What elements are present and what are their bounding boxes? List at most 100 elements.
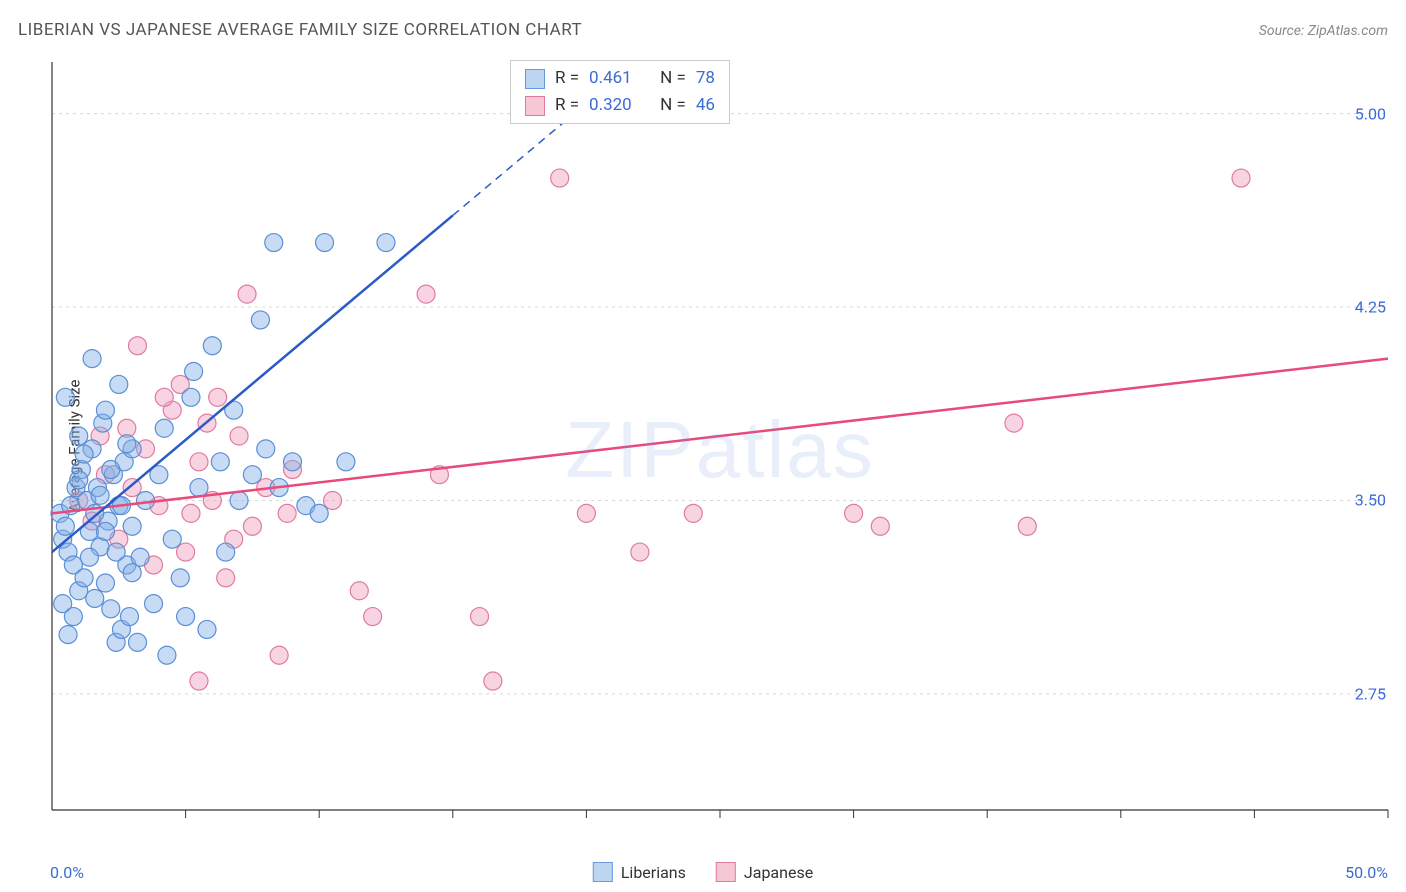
data-point (551, 169, 569, 187)
trend-line (52, 359, 1388, 514)
y-tick-label: 4.25 (1355, 298, 1386, 317)
chart-title: LIBERIAN VS JAPANESE AVERAGE FAMILY SIZE… (18, 20, 582, 40)
n-value: 46 (696, 92, 715, 119)
data-point (123, 564, 141, 582)
legend-swatch (593, 862, 613, 882)
data-point (118, 435, 136, 453)
data-point (56, 517, 74, 535)
data-point (230, 491, 248, 509)
data-point (316, 234, 334, 252)
data-point (182, 504, 200, 522)
data-point (270, 646, 288, 664)
data-point (86, 589, 104, 607)
data-point (1018, 517, 1036, 535)
data-point (123, 517, 141, 535)
data-point (185, 363, 203, 381)
data-point (238, 285, 256, 303)
legend-label: Japanese (744, 863, 813, 882)
data-point (1005, 414, 1023, 432)
data-point (278, 504, 296, 522)
data-point (83, 350, 101, 368)
data-point (56, 388, 74, 406)
data-point (190, 479, 208, 497)
data-point (484, 672, 502, 690)
data-point (123, 479, 141, 497)
series-swatch (525, 96, 545, 116)
data-point (96, 401, 114, 419)
n-value: 78 (696, 65, 715, 92)
data-point (96, 522, 114, 540)
data-point (91, 486, 109, 504)
stats-box: R = 0.461 N = 78 R = 0.320 N = 46 (510, 60, 730, 124)
data-point (177, 543, 195, 561)
data-point (243, 466, 261, 484)
data-point (203, 337, 221, 355)
data-point (129, 337, 147, 355)
r-value: 0.320 (589, 92, 632, 119)
r-label: R = (555, 65, 579, 92)
data-point (209, 388, 227, 406)
data-point (190, 453, 208, 471)
legend-swatch (716, 862, 736, 882)
data-point (871, 517, 889, 535)
chart-svg (50, 60, 1390, 840)
data-point (190, 672, 208, 690)
legend-item: Japanese (716, 862, 813, 882)
data-point (265, 234, 283, 252)
data-point (70, 427, 88, 445)
r-label: R = (555, 92, 579, 119)
data-point (102, 600, 120, 618)
n-label: N = (660, 65, 686, 92)
data-point (102, 461, 120, 479)
data-point (577, 504, 595, 522)
chart-area: ZIPatlas R =0.461 N =78R =0.320 N =46 (50, 60, 1390, 840)
y-tick-label: 3.50 (1355, 491, 1386, 510)
stats-row: R = 0.461 N = 78 (525, 65, 715, 92)
data-point (684, 504, 702, 522)
data-point (163, 530, 181, 548)
data-point (243, 517, 261, 535)
data-point (211, 453, 229, 471)
data-point (217, 543, 235, 561)
data-point (631, 543, 649, 561)
data-point (120, 608, 138, 626)
x-axis-max-label: 50.0% (1345, 863, 1388, 882)
data-point (155, 419, 173, 437)
data-point (80, 548, 98, 566)
r-value: 0.461 (589, 65, 632, 92)
data-point (158, 646, 176, 664)
n-label: N = (660, 92, 686, 119)
data-point (337, 453, 355, 471)
data-point (182, 388, 200, 406)
data-point (96, 574, 114, 592)
data-point (251, 311, 269, 329)
data-point (70, 471, 88, 489)
data-point (324, 491, 342, 509)
legend: Liberians Japanese (593, 862, 813, 882)
source-label: Source: ZipAtlas.com (1259, 23, 1388, 39)
legend-label: Liberians (621, 863, 686, 882)
data-point (364, 608, 382, 626)
data-point (471, 608, 489, 626)
data-point (377, 234, 395, 252)
data-point (75, 445, 93, 463)
series-swatch (525, 69, 545, 89)
data-point (257, 440, 275, 458)
data-point (1232, 169, 1250, 187)
data-point (310, 504, 328, 522)
legend-item: Liberians (593, 862, 686, 882)
data-point (145, 595, 163, 613)
data-point (59, 626, 77, 644)
data-point (137, 491, 155, 509)
data-point (107, 543, 125, 561)
x-axis-min-label: 0.0% (50, 863, 84, 882)
data-point (129, 633, 147, 651)
data-point (283, 453, 301, 471)
data-point (110, 375, 128, 393)
data-point (417, 285, 435, 303)
stats-row: R = 0.320 N = 46 (525, 92, 715, 119)
data-point (64, 608, 82, 626)
data-point (217, 569, 235, 587)
data-point (350, 582, 368, 600)
data-point (155, 388, 173, 406)
